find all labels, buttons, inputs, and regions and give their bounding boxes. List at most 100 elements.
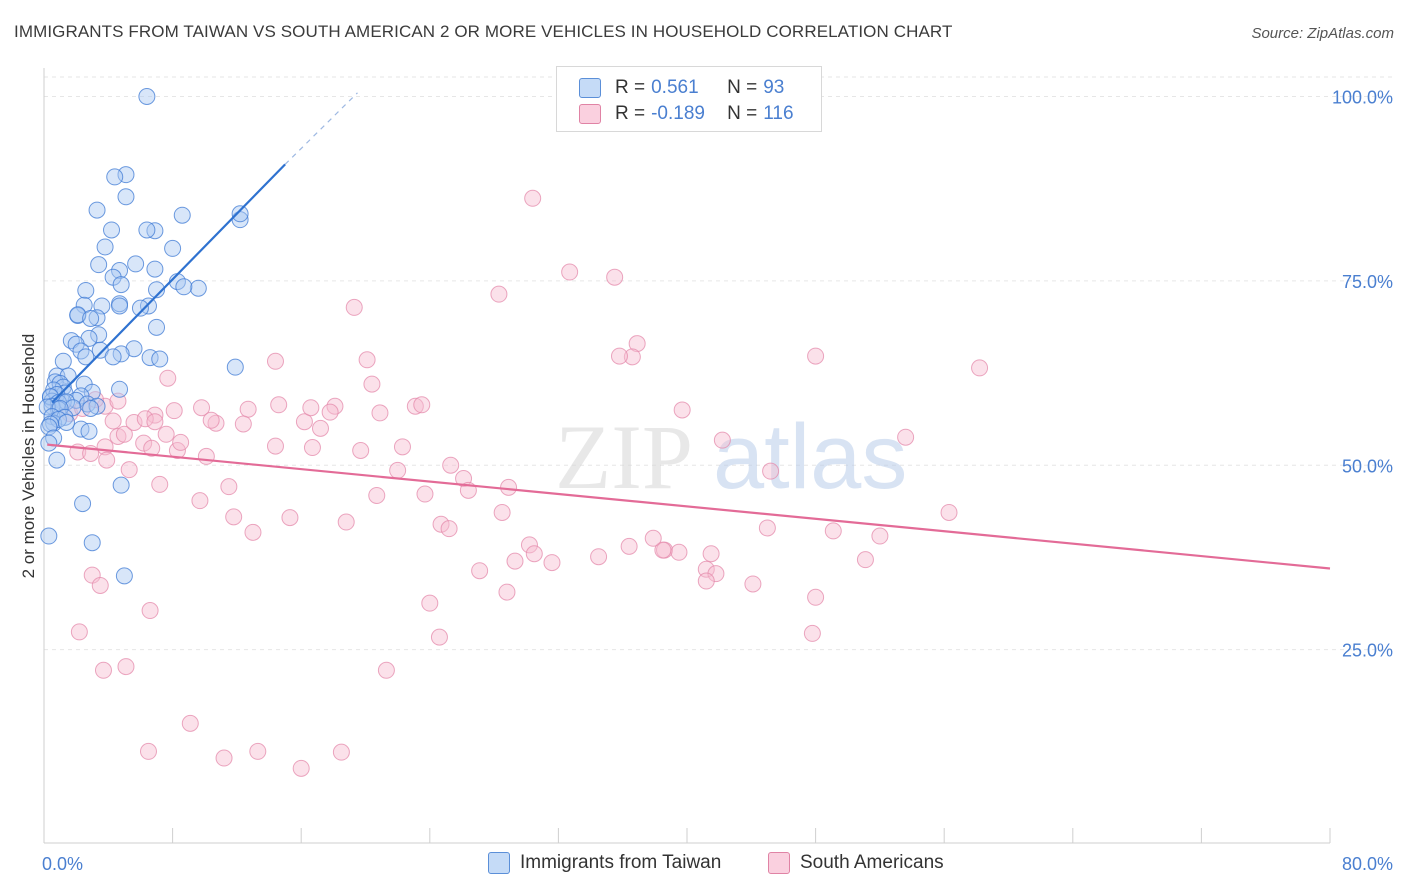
taiwan-data-point: [88, 309, 106, 327]
south-american-data-point: [358, 351, 376, 369]
taiwan-data-point: [117, 188, 135, 206]
south-american-data-point: [713, 431, 731, 449]
south-american-data-point: [281, 509, 299, 527]
taiwan-data-point: [106, 168, 124, 186]
chart-source: Source: ZipAtlas.com: [1251, 25, 1394, 42]
south-american-data-point: [897, 428, 915, 446]
y-tick-label: 75.0%: [1342, 272, 1393, 292]
watermark-zip: ZIP: [555, 406, 693, 508]
south-american-data-point: [430, 628, 448, 646]
taiwan-data-point: [146, 260, 164, 278]
south-american-data-point: [368, 486, 386, 504]
legend-item-south-americans: South Americans: [768, 852, 944, 874]
south-american-data-point: [498, 583, 516, 601]
taiwan-data-point: [151, 350, 169, 368]
taiwan-data-point: [82, 309, 100, 327]
south-american-data-point: [266, 437, 284, 455]
series-immigrants-from-taiwan: [38, 88, 249, 585]
south-american-data-point: [266, 352, 284, 370]
taiwan-data-point: [148, 318, 166, 336]
taiwan-data-point: [175, 278, 193, 296]
south-american-data-point: [120, 461, 138, 479]
series-south-americans: [61, 189, 989, 777]
south-american-data-point: [70, 623, 88, 641]
south-american-data-point: [141, 602, 159, 620]
correlation-legend: R = 0.561 N = 93 R = -0.189 N = 116: [556, 66, 822, 132]
south-american-trend-line: [47, 443, 1331, 570]
legend-n-value: 116: [763, 103, 794, 124]
south-american-data-point: [207, 414, 225, 432]
south-american-data-point: [345, 298, 363, 316]
taiwan-data-point: [40, 434, 58, 452]
taiwan-data-point: [83, 534, 101, 552]
taiwan-data-point: [131, 299, 149, 317]
south-american-data-point: [181, 714, 199, 732]
south-american-data-point: [136, 410, 154, 428]
south-american-data-point: [311, 419, 329, 437]
x-tick-label: 80.0%: [1342, 854, 1393, 874]
south-american-data-point: [159, 369, 177, 387]
y-tick-label: 50.0%: [1342, 456, 1393, 476]
legend-row-taiwan: R = 0.561 N = 93: [579, 75, 784, 101]
taiwan-data-point: [103, 221, 121, 239]
watermark-atlas: atlas: [713, 406, 907, 508]
south-american-data-point: [143, 439, 161, 457]
south-american-data-point: [321, 403, 339, 421]
south-american-data-point: [493, 503, 511, 521]
taiwan-data-point: [58, 413, 76, 431]
taiwan-data-point: [125, 340, 143, 358]
south-american-data-point: [500, 478, 518, 496]
south-american-data-point: [471, 562, 489, 580]
south-american-data-point: [146, 413, 164, 431]
taiwan-data-point: [77, 281, 95, 299]
south-american-data-point: [270, 396, 288, 414]
legend-r-label: R =: [615, 103, 646, 124]
taiwan-data-point: [40, 527, 58, 545]
taiwan-data-point: [111, 297, 129, 315]
south-american-data-point: [610, 347, 628, 365]
south-american-data-point: [135, 434, 153, 452]
tick-labels: 25.0% 50.0% 75.0% 100.0% 0.0% 80.0%: [42, 88, 1393, 875]
south-american-data-point: [109, 427, 127, 445]
south-american-data-point: [432, 515, 450, 533]
legend-row-south-americans: R = -0.189 N = 116: [579, 101, 794, 127]
south-american-data-point: [628, 335, 646, 353]
taiwan-data-point: [69, 306, 87, 324]
south-american-data-point: [824, 522, 842, 540]
south-american-data-point: [371, 404, 389, 422]
taiwan-data-point: [88, 397, 106, 415]
south-american-data-point: [91, 576, 109, 594]
south-american-data-point: [620, 537, 638, 555]
south-american-data-point: [421, 594, 439, 612]
south-american-data-point: [98, 451, 116, 469]
taiwan-data-point: [54, 352, 72, 370]
south-american-data-point: [807, 588, 825, 606]
taiwan-data-point: [138, 88, 156, 105]
south-american-data-point: [442, 456, 460, 474]
south-american-data-point: [697, 572, 715, 590]
south-american-data-point: [220, 478, 238, 496]
legend-n-value: 93: [763, 77, 785, 98]
gridlines: [44, 76, 1392, 651]
south-american-data-point: [94, 661, 112, 679]
y-axis-title: 2 or more Vehicles in Household: [19, 334, 38, 579]
south-american-data-point: [115, 425, 133, 443]
axes: [43, 68, 1331, 844]
legend-n-label: N =: [727, 103, 758, 124]
taiwan-data-point: [111, 262, 129, 280]
south-american-data-point: [623, 348, 641, 366]
taiwan-data-point: [82, 399, 100, 417]
legend-r-value: -0.189: [651, 103, 705, 124]
legend-item-taiwan: Immigrants from Taiwan: [488, 852, 721, 874]
legend-swatch-pink: [768, 852, 790, 874]
x-tick-label: 0.0%: [42, 854, 83, 874]
south-american-data-point: [215, 749, 233, 767]
taiwan-trend-line: [51, 163, 286, 404]
legend-swatch-blue: [488, 852, 510, 874]
south-american-data-point: [413, 396, 431, 414]
south-american-data-point: [440, 520, 458, 538]
taiwan-data-point: [104, 348, 122, 366]
south-american-data-point: [406, 397, 424, 415]
taiwan-data-point: [231, 205, 249, 223]
south-american-data-point: [389, 461, 407, 479]
